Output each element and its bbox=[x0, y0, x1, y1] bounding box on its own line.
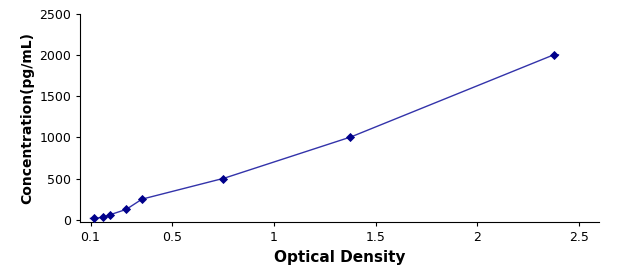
Y-axis label: Concentration(pg/mL): Concentration(pg/mL) bbox=[20, 32, 34, 204]
X-axis label: Optical Density: Optical Density bbox=[274, 250, 405, 265]
